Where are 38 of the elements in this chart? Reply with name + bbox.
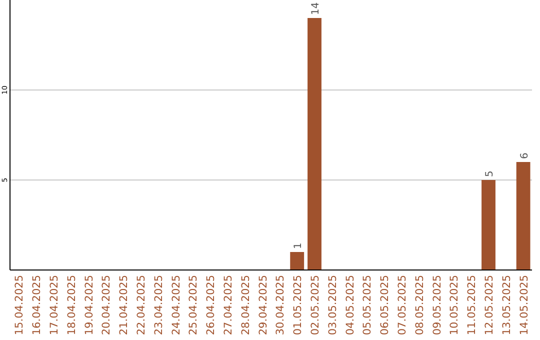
data-label: 5 — [484, 170, 496, 177]
x-tick-label: 18.04.2025 — [66, 275, 78, 336]
x-tick-label: 15.04.2025 — [14, 275, 26, 336]
x-tick-label: 14.05.2025 — [518, 275, 530, 336]
x-tick-label: 17.04.2025 — [48, 275, 60, 336]
x-tick-label: 26.04.2025 — [205, 275, 218, 336]
x-tick-label: 08.05.2025 — [414, 275, 426, 336]
x-tick-label: 19.04.2025 — [83, 275, 96, 336]
x-tick-label: 28.04.2025 — [240, 275, 252, 336]
x-tick-label: 16.04.2025 — [31, 275, 44, 336]
bar — [290, 252, 304, 270]
x-tick-label: 23.04.2025 — [152, 275, 165, 336]
data-label: 6 — [519, 152, 530, 159]
bar — [516, 162, 530, 270]
data-label: 1 — [293, 242, 304, 249]
x-tick-label: 12.05.2025 — [484, 275, 496, 336]
x-tick-label: 30.04.2025 — [274, 275, 287, 336]
x-tick-label: 06.05.2025 — [379, 275, 392, 336]
bar — [482, 180, 496, 270]
x-tick-label: 13.05.2025 — [500, 275, 513, 336]
data-label: 14 — [310, 2, 322, 15]
x-tick-label: 09.05.2025 — [431, 275, 444, 336]
x-tick-label: 05.05.2025 — [362, 275, 374, 336]
x-tick-label: 01.05.2025 — [292, 275, 304, 336]
x-tick-label: 29.04.2025 — [257, 275, 270, 336]
x-tick-label: 21.04.2025 — [118, 275, 130, 336]
x-tick-label: 27.04.2025 — [222, 275, 234, 336]
x-tick-label: 22.04.2025 — [136, 275, 148, 336]
x-tick-label: 11.05.2025 — [466, 275, 478, 336]
x-tick-label: 07.05.2025 — [396, 275, 408, 336]
x-tick-label: 02.05.2025 — [310, 275, 322, 336]
x-tick-label: 20.04.2025 — [100, 275, 113, 336]
x-tick-label: 10.05.2025 — [448, 275, 461, 336]
x-tick-label: 04.05.2025 — [344, 275, 356, 336]
x-tick-label: 24.04.2025 — [170, 275, 182, 336]
bar — [308, 18, 322, 270]
x-tick-label: 03.05.2025 — [326, 275, 339, 336]
x-tick-label: 25.04.2025 — [188, 275, 200, 336]
